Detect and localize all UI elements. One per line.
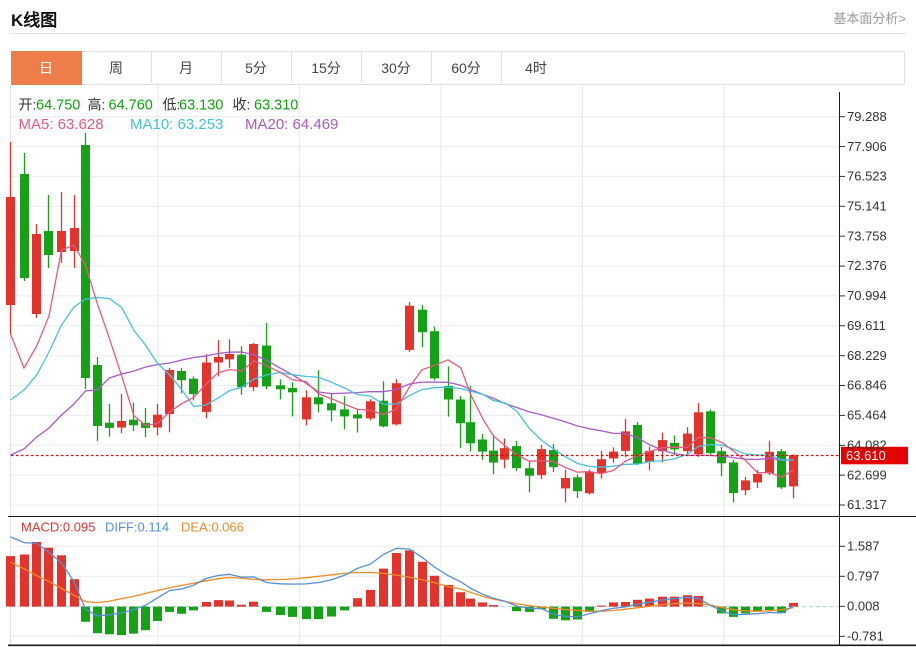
svg-text:63.610: 63.610 — [846, 448, 886, 463]
svg-text:76.523: 76.523 — [847, 169, 887, 184]
svg-text:69.611: 69.611 — [847, 318, 886, 333]
svg-text:79.288: 79.288 — [847, 109, 887, 124]
svg-text:61.317: 61.317 — [847, 497, 887, 512]
svg-text:64.082: 64.082 — [847, 438, 887, 453]
svg-text:1.587: 1.587 — [847, 539, 880, 554]
svg-text:72.376: 72.376 — [847, 258, 887, 273]
svg-text:0.797: 0.797 — [847, 569, 880, 584]
svg-text:66.846: 66.846 — [847, 378, 887, 393]
svg-text:62.699: 62.699 — [847, 467, 887, 482]
svg-text:77.906: 77.906 — [847, 139, 887, 154]
svg-text:68.229: 68.229 — [847, 348, 887, 363]
svg-text:75.141: 75.141 — [847, 199, 887, 214]
svg-text:70.994: 70.994 — [847, 288, 887, 303]
svg-text:73.758: 73.758 — [847, 228, 887, 243]
svg-text:-0.781: -0.781 — [847, 629, 884, 644]
svg-text:0.008: 0.008 — [847, 599, 880, 614]
svg-text:65.464: 65.464 — [847, 408, 887, 423]
